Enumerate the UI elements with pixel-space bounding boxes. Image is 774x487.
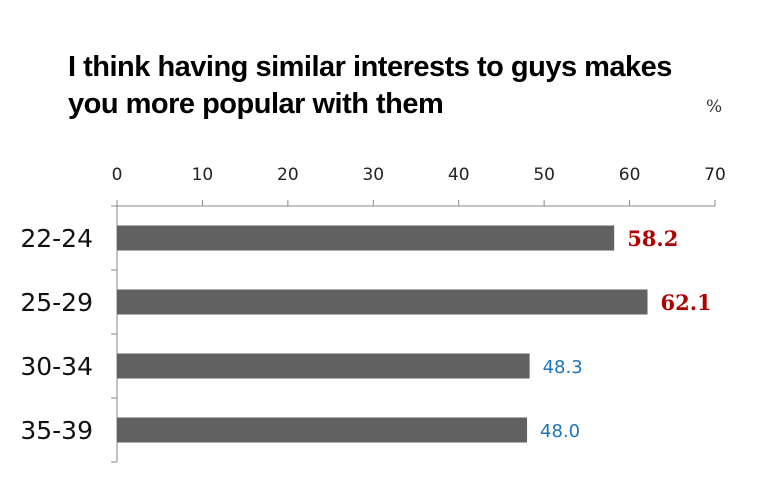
bars: 22-24 58.2 25-29 62.1 30-34 48.3 35-39 48.0 — [20, 224, 711, 445]
x-tick-label: 0 — [112, 165, 123, 185]
data-label: 48.3 — [543, 357, 583, 378]
axes: 0 10 20 30 40 50 60 70 — [111, 165, 726, 463]
bar — [117, 289, 648, 315]
category-label: 35-39 — [20, 416, 93, 445]
unit-label: % — [706, 97, 722, 117]
x-tick-label: 20 — [277, 165, 299, 185]
category-label: 22-24 — [20, 224, 93, 253]
data-label: 48.0 — [540, 421, 580, 442]
chart-title: I think having similar interests to guys… — [68, 51, 672, 120]
bar — [117, 353, 530, 379]
x-tick-label: 50 — [533, 165, 555, 185]
category-label: 30-34 — [20, 352, 93, 381]
x-tick-label: 40 — [448, 165, 470, 185]
x-tick-label: 10 — [192, 165, 214, 185]
bar — [117, 417, 528, 443]
x-tick-label: 60 — [619, 165, 641, 185]
data-label: 58.2 — [627, 226, 678, 251]
chart-title-line-2: you more popular with them — [68, 88, 443, 120]
x-tick-label: 30 — [362, 165, 384, 185]
chart-title-line-1: I think having similar interests to guys… — [68, 51, 672, 83]
x-tick-label: 70 — [704, 165, 726, 185]
category-label: 25-29 — [20, 288, 93, 317]
data-label: 62.1 — [661, 290, 712, 315]
bar — [117, 225, 615, 251]
